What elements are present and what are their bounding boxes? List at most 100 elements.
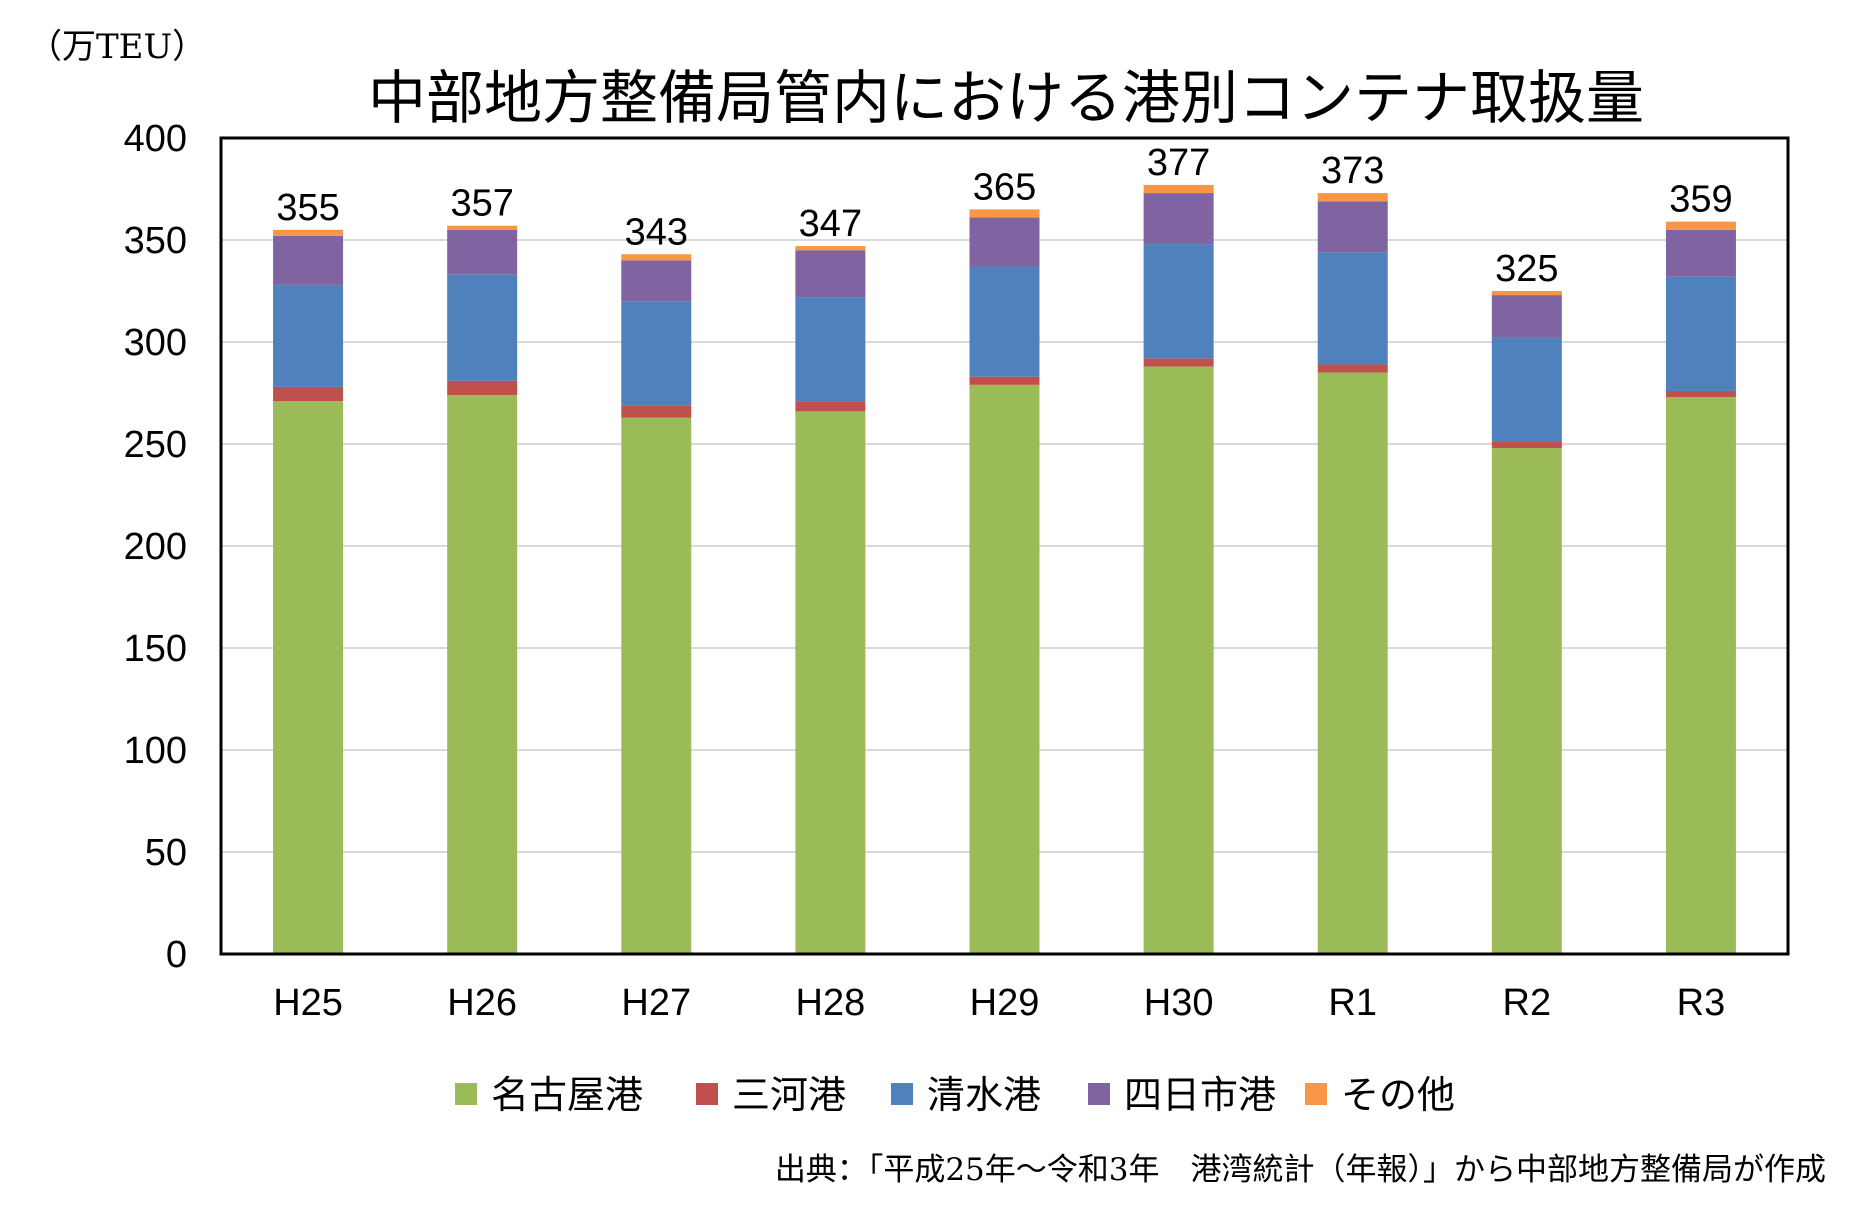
y-tick-label: 350 bbox=[124, 220, 187, 262]
x-tick-label: H25 bbox=[273, 982, 343, 1024]
total-label: 355 bbox=[276, 187, 339, 229]
y-tick-label: 0 bbox=[166, 934, 187, 976]
bar-segment bbox=[1317, 193, 1388, 202]
bar-segment bbox=[621, 254, 692, 261]
bar-segment bbox=[447, 395, 518, 954]
total-labels: 355 357 343 347 365 377 373 325 359 bbox=[276, 142, 1732, 290]
x-tick-label: H27 bbox=[621, 982, 691, 1024]
bar-segment bbox=[969, 217, 1040, 267]
y-tick-label: 300 bbox=[124, 322, 187, 364]
bar-segment bbox=[1491, 291, 1562, 296]
bars bbox=[273, 184, 1736, 955]
bar-stack-H30 bbox=[1143, 184, 1214, 955]
total-label: 377 bbox=[1147, 142, 1210, 184]
y-tick-label: 250 bbox=[124, 424, 187, 466]
bar-stack-H26 bbox=[447, 225, 518, 954]
plot-frame bbox=[219, 136, 1790, 956]
x-tick-label: H26 bbox=[447, 982, 517, 1024]
legend-swatch bbox=[1088, 1083, 1110, 1105]
bar-segment bbox=[1665, 221, 1736, 230]
legend-item: 名古屋港 bbox=[455, 1073, 643, 1117]
bar-segment bbox=[795, 297, 866, 402]
x-tick-label: R3 bbox=[1677, 982, 1726, 1024]
bar-segment bbox=[273, 401, 344, 954]
bar-segment bbox=[1665, 390, 1736, 398]
bar-segment bbox=[273, 229, 344, 236]
bar-stack-R1 bbox=[1317, 193, 1388, 955]
bar-segment bbox=[1317, 364, 1388, 373]
x-tick-label: H29 bbox=[970, 982, 1040, 1024]
legend: 名古屋港 三河港 清水港 四日市港 その他 bbox=[455, 1073, 1455, 1117]
legend-item: その他 bbox=[1305, 1073, 1455, 1117]
y-tick-label: 100 bbox=[124, 730, 187, 772]
legend-swatch bbox=[891, 1083, 913, 1105]
bar-segment bbox=[621, 417, 692, 955]
bar-segment bbox=[795, 401, 866, 412]
bar-stack-H28 bbox=[795, 246, 866, 954]
bar-segment bbox=[1317, 252, 1388, 365]
bar-segment bbox=[1143, 184, 1214, 194]
bar-stack-H29 bbox=[969, 209, 1040, 955]
total-label: 343 bbox=[625, 211, 688, 253]
bar-segment bbox=[447, 229, 518, 275]
bar-segment bbox=[1665, 276, 1736, 391]
bar-segment bbox=[795, 411, 866, 954]
bar-stack-R3 bbox=[1665, 221, 1736, 955]
chart-title: 中部地方整備局管内における港別コンテナ取扱量 bbox=[368, 64, 1644, 132]
legend-label: 清水港 bbox=[927, 1073, 1041, 1117]
y-axis: 0 50 100 150 200 250 300 350 400 bbox=[124, 118, 187, 976]
bar-segment bbox=[1491, 441, 1562, 449]
legend-label: 四日市港 bbox=[1124, 1073, 1276, 1117]
total-label: 357 bbox=[450, 183, 513, 225]
bar-segment bbox=[273, 386, 344, 402]
x-tick-label: R1 bbox=[1328, 982, 1377, 1024]
x-tick-label: H28 bbox=[796, 982, 866, 1024]
bar-segment bbox=[1491, 448, 1562, 954]
bar-segment bbox=[969, 384, 1040, 955]
bar-segment bbox=[447, 274, 518, 381]
bar-segment bbox=[273, 284, 344, 387]
x-tick-label: R2 bbox=[1503, 982, 1552, 1024]
bar-segment bbox=[447, 380, 518, 396]
bar-stack-H27 bbox=[621, 254, 692, 955]
bar-segment bbox=[621, 301, 692, 406]
bar-segment bbox=[1665, 397, 1736, 955]
bar-segment bbox=[273, 235, 344, 285]
bar-stack-H25 bbox=[273, 229, 344, 954]
x-tick-label: H30 bbox=[1144, 982, 1214, 1024]
total-label: 325 bbox=[1495, 248, 1558, 290]
bar-segment bbox=[621, 405, 692, 418]
bar-segment bbox=[969, 266, 1040, 377]
legend-swatch bbox=[455, 1083, 477, 1105]
bar-segment bbox=[795, 246, 866, 251]
bar-segment bbox=[795, 250, 866, 298]
legend-swatch bbox=[696, 1083, 718, 1105]
bar-segment bbox=[1491, 337, 1562, 442]
bar-segment bbox=[1491, 295, 1562, 338]
bar-segment bbox=[1317, 201, 1388, 253]
total-label: 373 bbox=[1321, 150, 1384, 192]
bar-segment bbox=[1143, 366, 1214, 955]
legend-item: 三河港 bbox=[696, 1073, 846, 1117]
bar-segment bbox=[1665, 229, 1736, 277]
bar-segment bbox=[1143, 358, 1214, 367]
legend-label: その他 bbox=[1341, 1073, 1455, 1117]
bar-segment bbox=[1143, 193, 1214, 245]
bar-stack-R2 bbox=[1491, 291, 1562, 954]
legend-swatch bbox=[1305, 1083, 1327, 1105]
y-unit-label: （万TEU） bbox=[28, 27, 206, 67]
total-label: 359 bbox=[1669, 179, 1732, 221]
bar-segment bbox=[1143, 244, 1214, 359]
legend-label: 三河港 bbox=[732, 1073, 846, 1117]
bar-segment bbox=[1317, 372, 1388, 955]
legend-item: 四日市港 bbox=[1088, 1073, 1276, 1117]
y-tick-label: 400 bbox=[124, 118, 187, 160]
y-tick-label: 200 bbox=[124, 526, 187, 568]
x-axis: H25 H26 H27 H28 H29 H30 R1 R2 R3 bbox=[273, 982, 1725, 1024]
bar-segment bbox=[447, 225, 518, 230]
legend-item: 清水港 bbox=[891, 1073, 1041, 1117]
y-tick-label: 150 bbox=[124, 628, 187, 670]
y-tick-label: 50 bbox=[145, 832, 187, 874]
bar-segment bbox=[969, 209, 1040, 218]
